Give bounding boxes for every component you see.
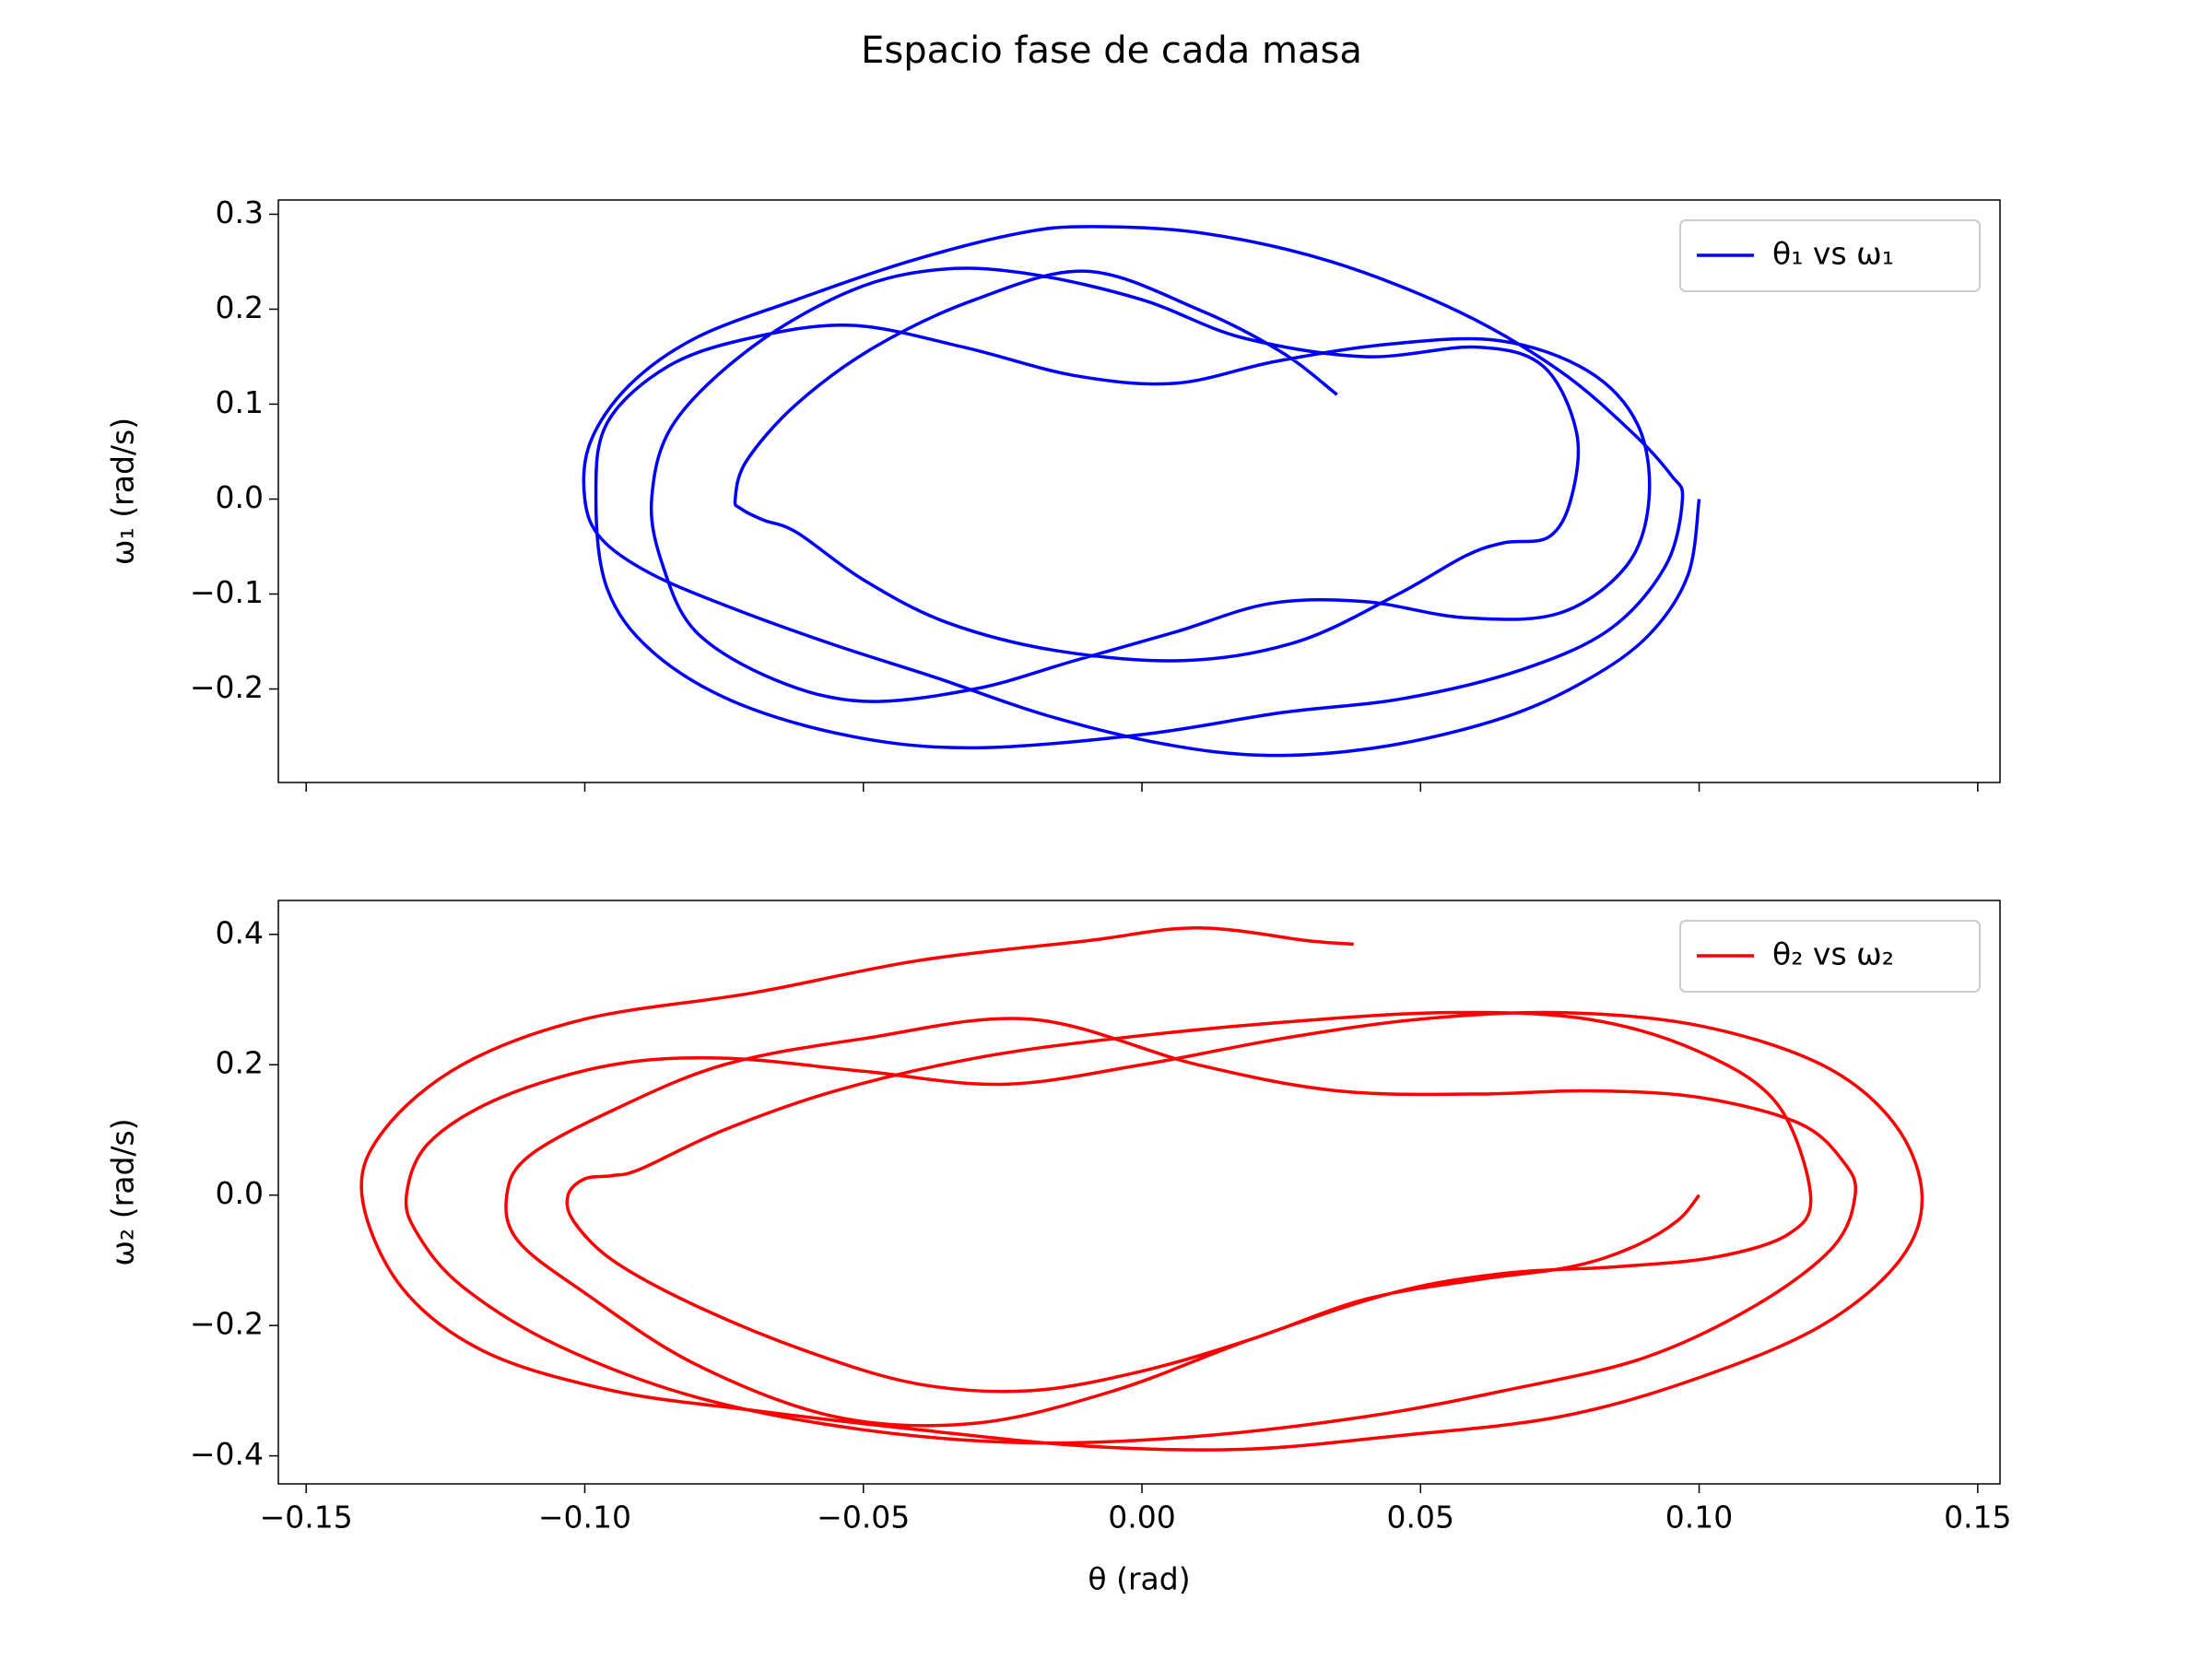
legend: θ₁ vs ω₁ [1679,219,1981,292]
y-tick-label: −0.2 [190,669,264,705]
legend-label: θ₁ vs ω₁ [1772,236,1894,272]
x-tick-label: −0.15 [260,1500,353,1535]
x-tick-label: −0.05 [817,1500,910,1535]
x-tick-label: 0.05 [1387,1500,1454,1535]
x-tick-label: 0.00 [1108,1500,1175,1535]
y-tick-label: −0.2 [190,1306,264,1342]
y-axis-label: ω₂ (rad/s) [105,1118,141,1265]
legend-label: θ₂ vs ω₂ [1772,936,1894,972]
axes-frame [277,199,2001,783]
x-axis-label: θ (rad) [1088,1561,1190,1597]
y-tick-label: 0.1 [216,384,264,420]
axes-frame [277,900,2001,1485]
y-tick-label: −0.1 [190,574,264,610]
y-tick-label: 0.0 [216,1175,264,1211]
y-tick-label: −0.4 [190,1436,264,1472]
x-tick-label: 0.15 [1944,1500,2011,1535]
data-line [582,225,1701,758]
y-tick-label: 0.3 [216,194,264,230]
legend-box [1679,219,1981,292]
y-tick-label: 0.2 [216,289,264,325]
legend-box [1679,920,1981,993]
legend: θ₂ vs ω₂ [1679,920,1981,993]
x-tick-label: 0.10 [1665,1500,1733,1535]
data-line [359,925,1924,1452]
y-axis-label: ω₁ (rad/s) [105,418,141,565]
y-tick-label: 0.0 [216,479,264,515]
figure-title: Espacio fase de cada masa [861,29,1362,72]
x-tick-label: −0.10 [538,1500,631,1535]
y-tick-label: 0.4 [216,914,264,950]
y-tick-label: 0.2 [216,1045,264,1081]
